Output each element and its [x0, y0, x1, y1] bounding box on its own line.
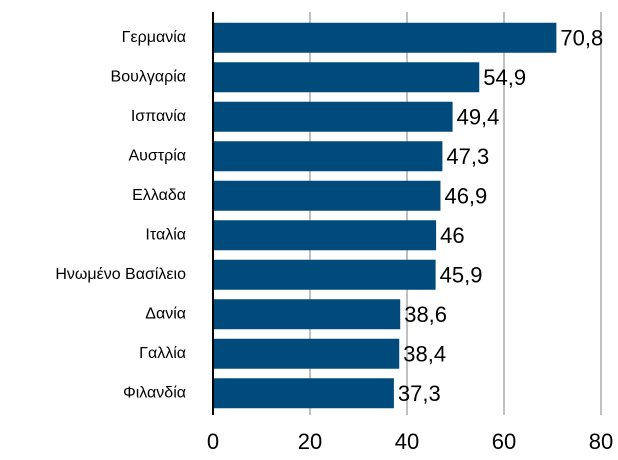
value-label: 46,9 — [444, 184, 487, 209]
bar — [213, 338, 400, 369]
value-label: 45,9 — [440, 263, 483, 288]
bar — [213, 101, 453, 132]
value-label: 46 — [440, 223, 464, 248]
value-label: 37,3 — [398, 381, 441, 406]
x-tick-label: 60 — [492, 429, 516, 454]
bar — [213, 180, 441, 211]
y-tick-label: Ισπανία — [131, 108, 186, 125]
y-tick-label: Γερμανία — [122, 29, 186, 46]
x-tick-label: 80 — [589, 429, 613, 454]
value-label: 49,4 — [457, 105, 500, 130]
bar — [213, 62, 480, 93]
bar — [213, 22, 557, 53]
y-tick-label: Ιταλία — [145, 226, 186, 243]
x-tick-label: 40 — [395, 429, 419, 454]
y-tick-label: Ελλαδα — [132, 187, 186, 204]
bar — [213, 259, 436, 290]
bar — [213, 378, 394, 409]
bar — [213, 141, 443, 172]
x-tick-label: 0 — [207, 429, 219, 454]
y-tick-label: Ηνωμένο Βασίλειο — [55, 266, 186, 283]
value-label: 70,8 — [560, 26, 603, 51]
y-tick-label: Αυστρία — [128, 147, 186, 164]
x-tick-label: 20 — [298, 429, 322, 454]
value-label: 38,6 — [404, 302, 447, 327]
bar — [213, 299, 401, 330]
value-label: 38,4 — [403, 342, 446, 367]
y-tick-label: Δανία — [145, 305, 186, 322]
y-tick-label: Φιλανδία — [123, 384, 186, 401]
value-label: 47,3 — [446, 144, 489, 169]
y-tick-label: Βουλγαρία — [111, 68, 186, 85]
value-label: 54,9 — [483, 65, 526, 90]
bar — [213, 220, 437, 251]
y-tick-label: Γαλλία — [139, 345, 186, 362]
